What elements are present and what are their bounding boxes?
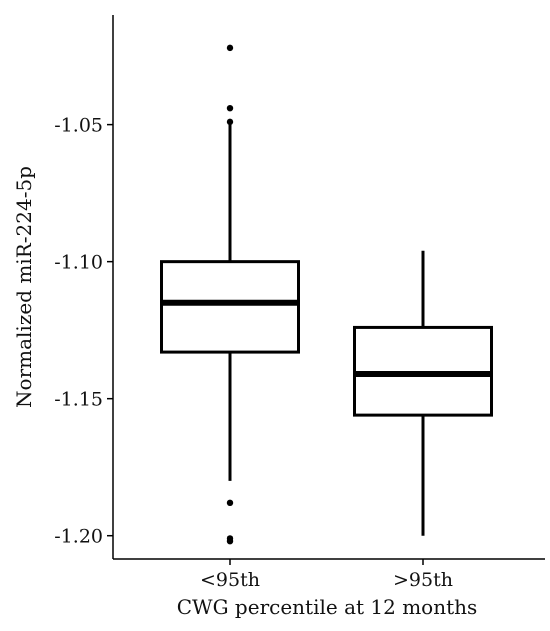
y-tick-label: -1.10 — [54, 252, 103, 274]
outlier-point — [226, 104, 234, 112]
x-ticks: <95th >95th — [200, 559, 453, 591]
plot-area — [160, 44, 493, 545]
outlier-point — [226, 44, 234, 52]
x-axis-title: CWG percentile at 12 months — [177, 595, 478, 619]
y-ticks: -1.05 -1.10 -1.15 -1.20 — [54, 115, 113, 548]
outlier-point — [226, 499, 234, 507]
x-tick-label: >95th — [393, 569, 453, 591]
outlier-point — [226, 118, 234, 126]
y-tick-label: -1.20 — [54, 526, 103, 548]
box-group — [160, 44, 300, 545]
y-tick-label: -1.05 — [54, 115, 103, 137]
outlier-point — [226, 537, 234, 545]
iqr-box — [160, 260, 300, 354]
x-tick-label: <95th — [200, 569, 260, 591]
box-group — [353, 250, 493, 536]
y-tick-label: -1.15 — [54, 389, 103, 411]
y-axis-title: Normalized miR-224-5p — [12, 166, 36, 408]
boxes — [160, 44, 493, 545]
